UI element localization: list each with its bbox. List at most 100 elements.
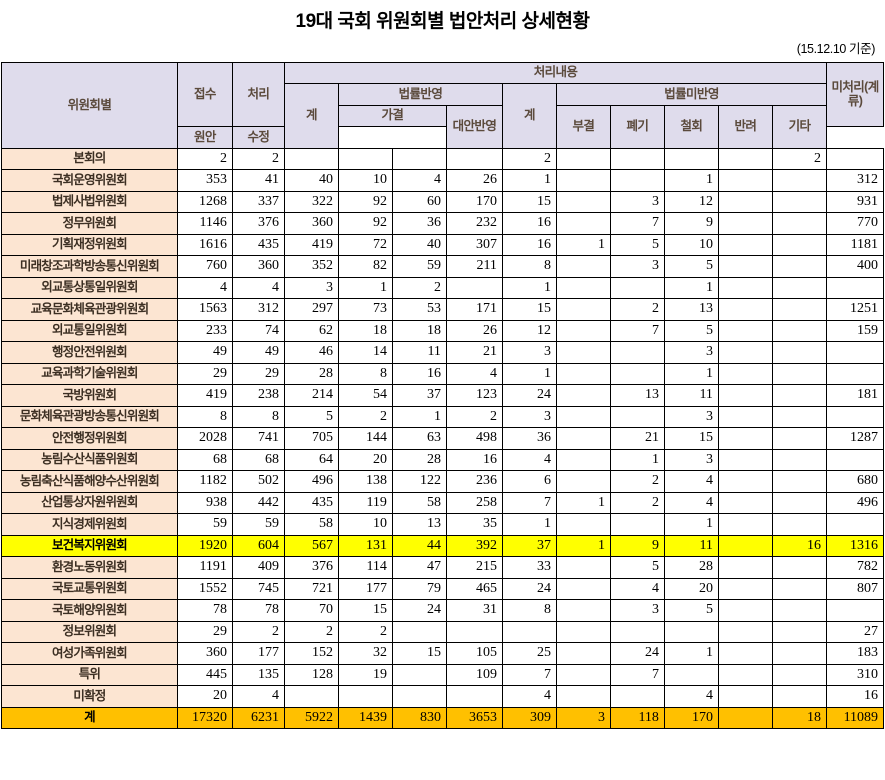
- header-rejected: 부결: [555, 104, 611, 149]
- cell-original: 72: [337, 233, 393, 257]
- cell-amended: 63: [391, 427, 447, 450]
- cell-amended: [391, 147, 447, 171]
- cell-unprocessed: [826, 405, 885, 429]
- cell-original: 8: [337, 362, 393, 386]
- cell-returned: [717, 491, 773, 515]
- cell-processed: 135: [231, 663, 285, 687]
- cell-discarded: [609, 276, 665, 300]
- cell-rejected: [555, 470, 611, 493]
- cell-unprocessed: 807: [826, 577, 885, 601]
- committee-name-cell: 교육문화체육관광위원회: [0, 298, 178, 321]
- cell-withdrawn: 11: [663, 534, 719, 558]
- cell-withdrawn: 5: [663, 599, 719, 622]
- cell-discarded: 13: [609, 384, 665, 407]
- cell-withdrawn: 4: [663, 685, 719, 708]
- cell-discarded: [609, 620, 665, 644]
- cell-unprocessed: [826, 341, 885, 364]
- cell-reflected_total: 705: [283, 427, 339, 450]
- cell-other: [771, 599, 828, 622]
- table-row: 농림수산식품위원회 68 68 64 20 28 16 4 1 3: [0, 448, 885, 472]
- cell-other: 2: [771, 147, 828, 171]
- cell-alternative: 2: [445, 405, 503, 429]
- cell-unprocessed: 680: [826, 470, 885, 493]
- cell-processed: 337: [231, 190, 285, 214]
- cell-discarded: [609, 147, 665, 171]
- committee-name-cell: 법제사법위원회: [0, 190, 178, 214]
- cell-original: 92: [337, 190, 393, 214]
- cell-returned: [717, 384, 773, 407]
- cell-discarded: [609, 169, 665, 192]
- cell-alternative: 307: [445, 233, 503, 257]
- cell-original: 82: [337, 255, 393, 278]
- cell-amended: 15: [391, 642, 447, 665]
- cell-reflected_total: 128: [283, 663, 339, 687]
- table-row: 교육문화체육관광위원회 1563 312 297 73 53 171 15 2 13 1251: [0, 298, 885, 321]
- header-alternative: 대안반영: [445, 104, 503, 149]
- cell-returned: [717, 169, 773, 192]
- cell-received: 4: [176, 276, 233, 300]
- cell-rejected: [555, 276, 611, 300]
- cell-discarded: 118: [609, 706, 665, 730]
- cell-returned: [717, 685, 773, 708]
- cell-other: [771, 212, 828, 235]
- cell-notreflected_total: 7: [501, 491, 557, 515]
- table-body: 본회의 2 2 2 2 국회운영위원회 353 41 40 10 4 26 1 1 312 법제사법위원회 12…: [0, 147, 885, 730]
- bill-processing-table: 위원회별 접수 처리 처리내용 미처리(계류) 계 법률반영 계 법률미반영 가결 대안반영 부결 폐기…: [0, 61, 885, 730]
- cell-notreflected_total: [501, 620, 557, 644]
- cell-reflected_total: 721: [283, 577, 339, 601]
- cell-notreflected_total: 16: [501, 212, 557, 235]
- table-row: 법제사법위원회 1268 337 322 92 60 170 15 3 12 931: [0, 190, 885, 214]
- cell-alternative: 171: [445, 298, 503, 321]
- as-of-date: (15.12.10 기준): [796, 41, 876, 56]
- cell-withdrawn: 13: [663, 298, 719, 321]
- cell-processed: 29: [231, 362, 285, 386]
- cell-other: [771, 577, 828, 601]
- committee-name-cell: 보건복지위원회: [0, 534, 178, 558]
- cell-unprocessed: 782: [826, 556, 885, 579]
- cell-rejected: [555, 642, 611, 665]
- cell-reflected_total: 40: [283, 169, 339, 192]
- cell-alternative: 392: [445, 534, 503, 558]
- committee-name-cell: 교육과학기술위원회: [0, 362, 178, 386]
- committee-name-cell: 정보위원회: [0, 620, 178, 644]
- cell-alternative: 4: [445, 362, 503, 386]
- cell-returned: [717, 556, 773, 579]
- cell-unprocessed: [826, 276, 885, 300]
- cell-returned: [717, 255, 773, 278]
- header-processed: 처리: [231, 61, 285, 128]
- table-row: 문화체육관광방송통신위원회 8 8 5 2 1 2 3 3: [0, 405, 885, 429]
- cell-returned: [717, 276, 773, 300]
- committee-name-cell: 농림축산식품해양수산위원회: [0, 470, 178, 493]
- cell-unprocessed: 16: [826, 685, 885, 708]
- cell-other: [771, 470, 828, 493]
- cell-alternative: 258: [445, 491, 503, 515]
- cell-other: [771, 255, 828, 278]
- committee-name-cell: 외교통일위원회: [0, 319, 178, 343]
- cell-processed: 4: [231, 685, 285, 708]
- table-row: 행정안전위원회 49 49 46 14 11 21 3 3: [0, 341, 885, 364]
- cell-notreflected_total: 7: [501, 663, 557, 687]
- cell-received: 49: [176, 341, 233, 364]
- cell-original: 114: [337, 556, 393, 579]
- committee-name-cell: 미래창조과학방송통신위원회: [0, 255, 178, 278]
- cell-alternative: [445, 620, 503, 644]
- cell-unprocessed: [826, 147, 885, 171]
- cell-original: 73: [337, 298, 393, 321]
- cell-processed: 435: [231, 233, 285, 257]
- cell-rejected: [555, 169, 611, 192]
- cell-withdrawn: 1: [663, 513, 719, 536]
- table-row: 특위 445 135 128 19 109 7 7 310: [0, 663, 885, 687]
- cell-other: [771, 319, 828, 343]
- cell-returned: [717, 212, 773, 235]
- cell-notreflected_total: 1: [501, 362, 557, 386]
- cell-processed: 745: [231, 577, 285, 601]
- committee-name-cell: 정무위원회: [0, 212, 178, 235]
- cell-alternative: 236: [445, 470, 503, 493]
- cell-reflected_total: 376: [283, 556, 339, 579]
- cell-processed: 68: [231, 448, 285, 472]
- cell-amended: 44: [391, 534, 447, 558]
- cell-other: [771, 405, 828, 429]
- cell-withdrawn: 15: [663, 427, 719, 450]
- cell-amended: 122: [391, 470, 447, 493]
- cell-discarded: 1: [609, 448, 665, 472]
